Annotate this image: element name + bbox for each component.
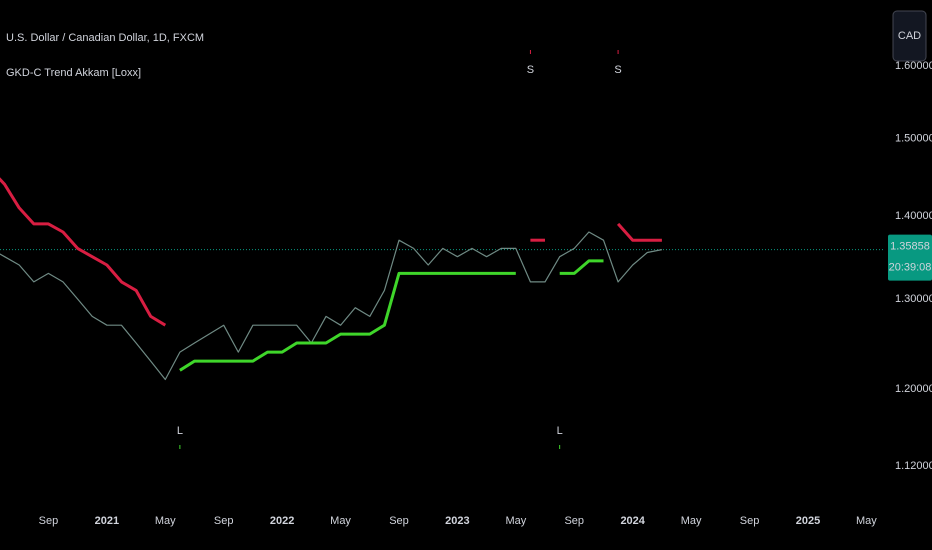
- signal-label: L: [557, 425, 563, 437]
- last-price-label: 1.35858: [890, 240, 930, 252]
- x-tick-label: May: [681, 515, 702, 527]
- plot-area: L S L S: [0, 50, 885, 449]
- x-tick-label: Sep: [39, 515, 59, 527]
- signal-label: L: [177, 425, 183, 437]
- y-tick-label: 1.50000: [895, 132, 932, 144]
- currency-label[interactable]: CAD: [898, 30, 921, 42]
- x-tick-label: 2025: [796, 515, 820, 527]
- chart-title: U.S. Dollar / Canadian Dollar, 1D, FXCM: [6, 32, 204, 44]
- x-tick-label: Sep: [214, 515, 234, 527]
- countdown-label: 20:39:08: [889, 261, 932, 273]
- currency-button[interactable]: [892, 10, 927, 62]
- x-tick-label: May: [330, 515, 351, 527]
- y-tick-label: 1.60000: [895, 60, 932, 72]
- trend-line: [0, 177, 167, 327]
- x-tick-label: 2023: [445, 515, 469, 527]
- trend-line: [616, 222, 662, 242]
- trend-line: [179, 271, 516, 372]
- signal-label: S: [527, 64, 534, 76]
- trend-line: [559, 259, 604, 275]
- x-tick-label: 2024: [620, 515, 645, 527]
- x-tick-label: Sep: [740, 515, 760, 527]
- y-tick-label: 1.20000: [895, 383, 932, 395]
- price-line: [0, 231, 663, 381]
- x-tick-label: May: [505, 515, 526, 527]
- indicator-name: GKD-C Trend Akkam [Loxx]: [6, 67, 141, 79]
- y-tick-label: 1.12000: [895, 460, 932, 472]
- signal-label: S: [614, 64, 621, 76]
- x-tick-label: May: [856, 515, 877, 527]
- y-tick-label: 1.40000: [895, 210, 932, 222]
- x-tick-label: Sep: [564, 515, 584, 527]
- x-tick-label: 2022: [270, 515, 294, 527]
- x-tick-label: May: [155, 515, 176, 527]
- y-tick-label: 1.30000: [895, 293, 932, 305]
- last-price-box: [888, 234, 932, 281]
- x-tick-label: 2021: [95, 515, 119, 527]
- x-tick-label: Sep: [389, 515, 409, 527]
